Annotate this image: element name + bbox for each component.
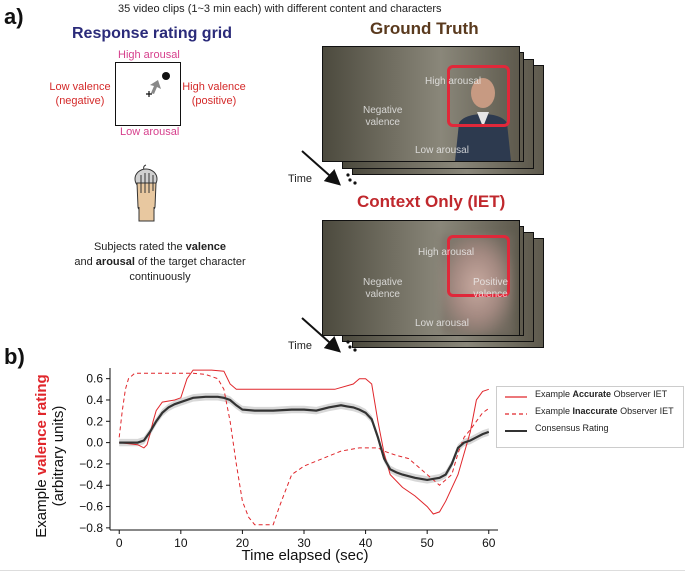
ctx-overlay-neg-1: Negative (363, 277, 403, 288)
consensus-error-band (119, 393, 489, 484)
y-tick-label: −0.2 (79, 457, 103, 471)
grid-low-valence-line1: Low valence (49, 81, 111, 93)
grid-low-valence-line2: (negative) (55, 95, 105, 107)
gt-overlay-low: Low arousal (415, 145, 469, 156)
bottom-divider (0, 570, 685, 571)
legend-inaccurate-pre: Example (535, 406, 573, 416)
consensus-band (119, 393, 489, 484)
legend-accurate-pre: Example (535, 389, 573, 399)
clips-caption: 35 video clips (1~3 min each) with diffe… (118, 3, 442, 15)
y-tick-label: −0.4 (79, 478, 103, 492)
y-tick-label: 0.6 (86, 372, 103, 386)
chart-lines (118, 369, 490, 526)
ctx-frame-front: High arousal Negative valence Positive v… (322, 220, 520, 336)
gt-frame-front: High arousal Negative valence Low arousa… (322, 46, 520, 162)
gt-overlay-neg-2: valence (365, 117, 400, 128)
grid-high-valence-line1: High valence (182, 81, 246, 93)
subjects-line2-bold: arousal (95, 256, 135, 268)
legend-accurate: Example Accurate Observer IET (535, 389, 667, 399)
x-axis-label: Time elapsed (sec) (242, 547, 369, 564)
y-axis-label: Example valence rating (arbitrary units) (33, 374, 67, 537)
subjects-line1-pre: Subjects rated the (93, 241, 186, 253)
x-tick-label: 20 (236, 536, 250, 550)
y-tick-label: 0.0 (86, 436, 103, 450)
panel-b-label: b) (4, 344, 25, 369)
subjects-description: Subjects rated the valence and arousal o… (60, 240, 260, 285)
ctx-target-box (447, 235, 510, 297)
y-label-units: (arbitrary units) (50, 406, 67, 507)
grid-high-valence-line2: (positive) (191, 95, 237, 107)
time-label-2: Time (288, 340, 313, 352)
chart-axes: 0.6 0.4 0.2 0.0 −0.2 −0.4 −0.6 −0.8 0 10 20 30 40 50 6… (79, 368, 498, 550)
legend-consensus-swatch (505, 430, 527, 432)
subjects-line1-bold: valence (185, 241, 227, 253)
legend-inaccurate-post: Observer IET (617, 406, 674, 416)
legend-accurate-swatch (505, 396, 527, 398)
y-label-prefix: Example (33, 475, 50, 538)
accurate-observer-line (119, 369, 489, 515)
gt-overlay-high: High arousal (425, 76, 482, 87)
gt-overlay-neg: Negative valence (363, 105, 402, 129)
chart-legend: Example Accurate Observer IET Example In… (496, 386, 684, 448)
y-tick-label: 0.2 (86, 414, 103, 428)
valence-chart: Example valence rating (arbitrary units)… (33, 368, 498, 564)
grid-low-arousal: Low arousal (120, 126, 180, 138)
time-label-1: Time (288, 173, 313, 185)
ctx-overlay-pos-1: Positive (473, 277, 509, 288)
ctx-blurred-person (441, 235, 513, 335)
gt-target-box (447, 65, 510, 127)
x-tick-label: 60 (482, 536, 496, 550)
ctx-overlay-high: High arousal (418, 247, 475, 258)
legend-inaccurate: Example Inaccurate Observer IET (535, 406, 674, 416)
subjects-line2-pre: and (74, 256, 96, 268)
rating-grid[interactable] (115, 62, 181, 126)
ctx-overlay-low: Low arousal (415, 318, 469, 329)
time-arrow-1 (301, 150, 357, 186)
subjects-line2-post: of the target character (134, 256, 246, 268)
ctx-overlay-neg-2: valence (365, 289, 400, 300)
x-tick-label: 40 (359, 536, 373, 550)
svg-text:Example valence rating: Example valence rating (33, 374, 50, 537)
legend-consensus: Consensus Rating (535, 423, 609, 433)
legend-accurate-post: Observer IET (611, 389, 668, 399)
ctx-overlay-neg: Negative valence (363, 277, 402, 301)
grid-cursor-icon (146, 72, 170, 97)
context-only-title: Context Only (IET) (357, 192, 506, 211)
x-tick-label: 0 (116, 536, 123, 550)
legend-inaccurate-swatch (505, 413, 527, 415)
time-arrow-2 (301, 317, 357, 353)
grid-high-arousal: High arousal (118, 49, 180, 61)
grid-title: Response rating grid (72, 25, 233, 42)
x-tick-label: 10 (174, 536, 188, 550)
ctx-overlay-pos: Positive valence (473, 277, 508, 301)
grid-low-valence: Low valence (negative) (48, 80, 112, 108)
consensus-line (119, 395, 490, 482)
y-tick-label: −0.8 (79, 521, 103, 535)
ground-truth-title: Ground Truth (370, 19, 479, 38)
gt-overlay-neg-1: Negative (363, 105, 403, 116)
subjects-line3: continuously (129, 271, 191, 283)
hand-mouse-icon (130, 163, 162, 223)
panel-a-label: a) (4, 4, 24, 29)
legend-inaccurate-bold: Inaccurate (572, 406, 618, 416)
y-tick-label: 0.4 (86, 393, 103, 407)
legend-accurate-bold: Accurate (572, 389, 612, 399)
x-tick-label: 30 (297, 536, 311, 550)
inaccurate-observer-line (118, 372, 490, 526)
y-tick-label: −0.6 (79, 500, 103, 514)
x-tick-label: 50 (420, 536, 434, 550)
grid-high-valence: High valence (positive) (180, 80, 248, 108)
ctx-overlay-pos-2: valence (473, 289, 508, 300)
y-label-highlight: valence rating (33, 374, 50, 475)
